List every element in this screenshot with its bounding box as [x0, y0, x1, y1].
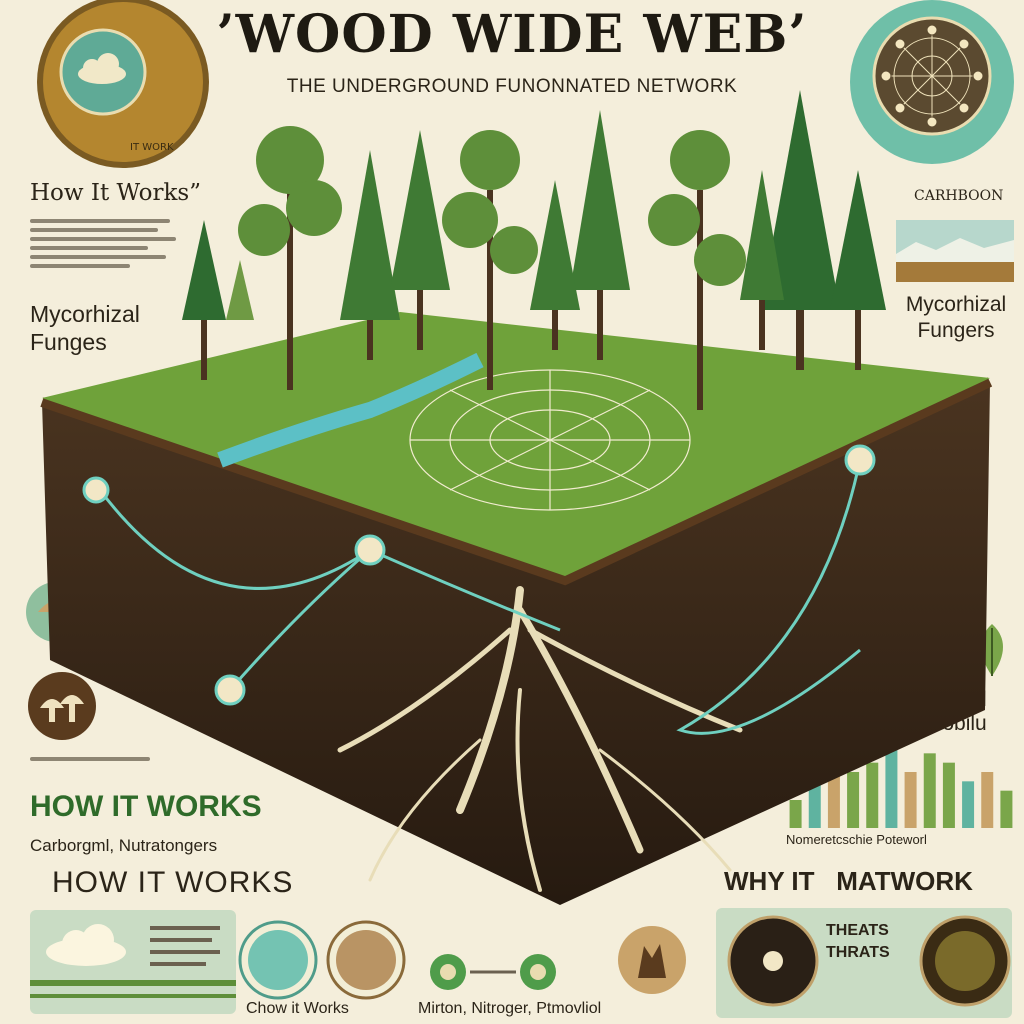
carbon-nutrients-caption: Carborgml, Nutratongers	[30, 836, 218, 855]
bar-9	[962, 781, 975, 828]
how-it-works-green-heading: HOW IT WORKS	[30, 790, 262, 823]
why-it-matters-heading: WHY IT MATWORK	[724, 866, 973, 896]
cloud-icon	[78, 53, 126, 84]
carbon-label: CARHBOON	[914, 188, 1004, 204]
cloud-medallion: IT WORK	[37, 0, 209, 168]
mycelium-circle-icon	[238, 920, 318, 1000]
mushroom-pair-icon	[28, 672, 96, 740]
bar-8	[942, 762, 955, 828]
description-text-lines	[30, 214, 180, 273]
trees	[182, 90, 886, 410]
bar-10	[981, 772, 994, 828]
network-web-icon	[886, 30, 978, 122]
page-title: ’WOOD WIDE WEB’	[216, 4, 808, 65]
nutrient-nodes-icon	[430, 954, 556, 990]
svg-text:IT WORK: IT WORK	[130, 142, 174, 153]
threats-line-1: THEATS	[826, 922, 889, 939]
grass-surface	[42, 312, 990, 576]
leaf-icon	[981, 624, 1003, 676]
mycorrhizal-fungers-label: Mycorhizal Fungers	[905, 293, 1007, 342]
mycelium-web	[409, 369, 691, 511]
bar-chart	[789, 744, 1013, 828]
landscape-thumbnail	[896, 220, 1014, 282]
bar-7	[923, 753, 936, 828]
tree-stump-icon	[618, 926, 686, 994]
network-nodes	[82, 444, 876, 706]
bar-1	[808, 781, 821, 828]
mycelium-threat-icon	[727, 915, 819, 1007]
mycorrhizal-fungi-label: Mycorhizal Funges	[30, 301, 140, 355]
chow-it-works-caption: Chow it Works	[246, 1000, 349, 1017]
forest-soil-diagram	[40, 90, 993, 905]
bar-11	[1000, 790, 1013, 828]
threats-line-2: THRATS	[826, 944, 890, 961]
bar-6	[904, 772, 917, 828]
how-it-works-bottom-heading: HOW IT WORKS	[52, 866, 294, 899]
bar-chart-caption: Nomeretcschie Poteworl	[786, 832, 927, 847]
network-medallion	[850, 0, 1014, 164]
tree-roots	[337, 586, 743, 892]
bar-5	[885, 744, 898, 828]
mycelium-channels	[98, 459, 862, 735]
cloud-field-panel	[30, 910, 236, 1014]
nutrients-caption: Mirton, Nitroger, Ptmovliol	[418, 1000, 602, 1017]
how-it-works-top-label: How It Works”	[30, 180, 201, 206]
stream	[217, 352, 484, 468]
bar-4	[866, 762, 879, 828]
decorative-lines	[30, 752, 180, 766]
soil-threat-icon	[919, 915, 1011, 1007]
threats-panel: THEATS THRATS	[716, 908, 1012, 1018]
cloud-icon	[30, 924, 236, 998]
soil-circle-icon	[326, 920, 406, 1000]
page-subtitle: THE UNDERGROUND FUNONNATED NETWORK	[286, 76, 738, 97]
bar-0	[789, 800, 802, 828]
bar-3	[847, 772, 860, 828]
